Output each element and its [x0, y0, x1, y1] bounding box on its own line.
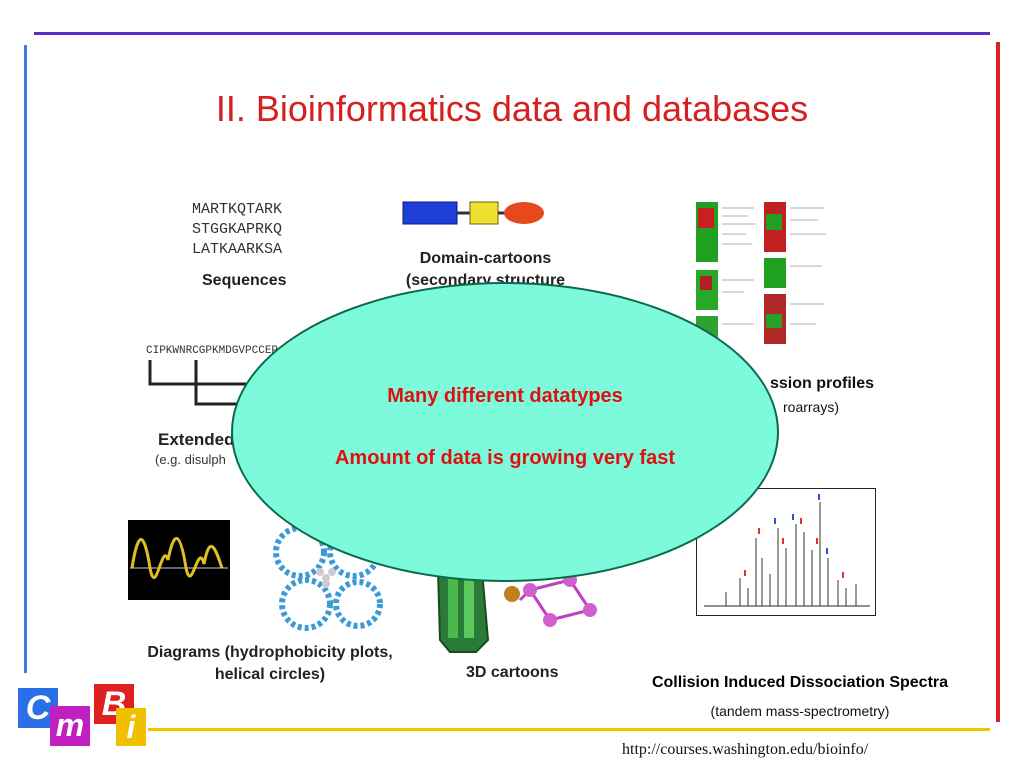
3d-cartoons-label: 3D cartoons [466, 664, 559, 681]
sequence-text: MARTKQTARK STGGKAPRKQ LATKAARKSA [192, 200, 282, 260]
logo-letter-m: m [50, 706, 90, 746]
course-url[interactable]: http://courses.washington.edu/bioinfo/ [622, 741, 869, 758]
expression-profiles-sub: roarrays) [783, 399, 840, 415]
top-rule [34, 32, 990, 35]
extended-sequence: CIPKWNRCGPKMDGVPCCEP [146, 345, 279, 357]
callout-line-growth: Amount of data is growing very fast [334, 447, 676, 469]
cmbi-logo: C m B i [18, 684, 148, 748]
right-rule [996, 42, 1000, 722]
diagrams-label: Diagrams (hydrophobicity plots, helical … [130, 642, 410, 686]
logo-letter-i: i [116, 708, 146, 746]
expression-heatmap-image [694, 194, 834, 360]
spectra-sub: (tandem mass-spectrometry) [710, 703, 890, 719]
diagrams-label-line: Diagrams (hydrophobicity plots, [147, 644, 393, 661]
sequence-line: LATKAARKSA [192, 241, 283, 258]
left-rule [24, 45, 27, 673]
callout-line-datatypes: Many different datatypes [387, 385, 623, 407]
sequence-line: MARTKQTARK [192, 201, 283, 218]
slide-title: II. Bioinformatics data and databases [215, 88, 809, 129]
sequences-label: Sequences [202, 272, 287, 289]
domain-label-line: Domain-cartoons [419, 250, 552, 267]
domain-cartoon-graphic [402, 201, 544, 225]
expression-profiles-label: ssion profiles [770, 375, 875, 392]
diagrams-label-line: helical circles) [214, 666, 326, 683]
extended-label: Extended [158, 430, 235, 449]
sequence-line: STGGKAPRKQ [192, 221, 283, 238]
callout-ellipse [231, 282, 779, 582]
3d-cartoon-image [436, 569, 597, 653]
bottom-rule [148, 728, 990, 731]
hydrophobicity-plot-image [128, 520, 230, 600]
extended-sub: (e.g. disulph [155, 452, 226, 467]
spectra-label: Collision Induced Dissociation Spectra [651, 674, 949, 691]
